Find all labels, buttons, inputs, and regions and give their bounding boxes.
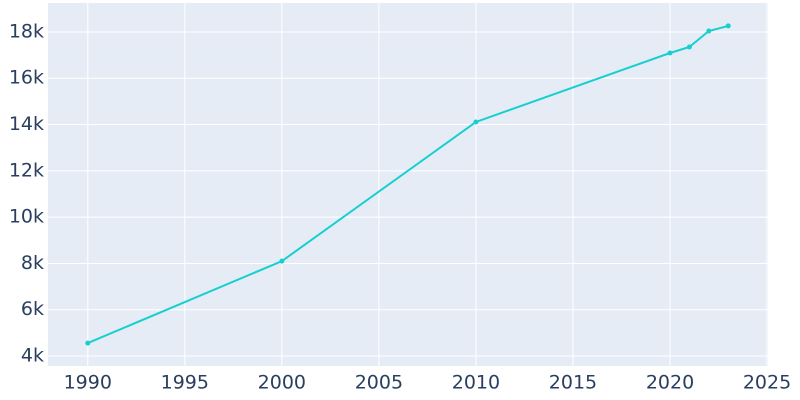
data-point: [706, 28, 712, 34]
y-tick-label: 10k: [9, 206, 44, 228]
data-point: [473, 119, 479, 125]
plot-area: [48, 3, 768, 366]
y-tick-label: 18k: [9, 20, 44, 42]
y-tick-label: 14k: [9, 113, 44, 135]
x-tick-label: 1990: [64, 372, 112, 394]
y-tick-label: 8k: [21, 252, 44, 274]
y-tick-label: 12k: [9, 159, 44, 181]
x-tick-label: 1995: [161, 372, 209, 394]
x-tick-label: 2020: [646, 372, 694, 394]
x-tick-label: 2000: [258, 372, 306, 394]
data-point: [85, 340, 91, 346]
x-tick-label: 2025: [743, 372, 791, 394]
y-tick-label: 4k: [21, 345, 44, 367]
y-tick-label: 6k: [21, 298, 44, 320]
data-point: [667, 50, 673, 56]
y-tick-label: 16k: [9, 67, 44, 89]
x-tick-label: 2005: [355, 372, 403, 394]
data-point: [279, 258, 285, 264]
data-point: [725, 23, 731, 29]
data-point: [686, 44, 692, 50]
x-tick-label: 2015: [549, 372, 597, 394]
x-tick-label: 2010: [452, 372, 500, 394]
